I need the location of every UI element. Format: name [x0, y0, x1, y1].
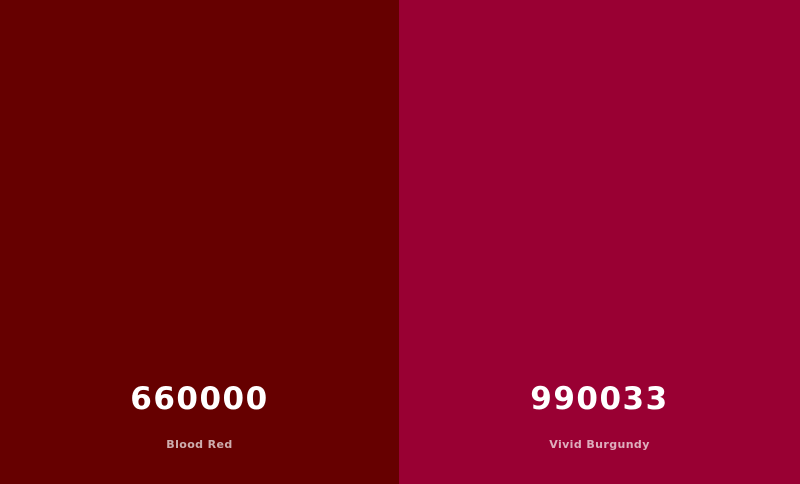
color-swatch-blood-red: 660000 Blood Red	[0, 0, 399, 484]
swatch-color-name: Vivid Burgundy	[549, 438, 650, 451]
color-swatch-vivid-burgundy: 990033 Vivid Burgundy	[399, 0, 800, 484]
swatch-hex-code: 660000	[130, 381, 269, 417]
swatch-color-name: Blood Red	[166, 438, 233, 451]
swatch-hex-code: 990033	[530, 381, 669, 417]
